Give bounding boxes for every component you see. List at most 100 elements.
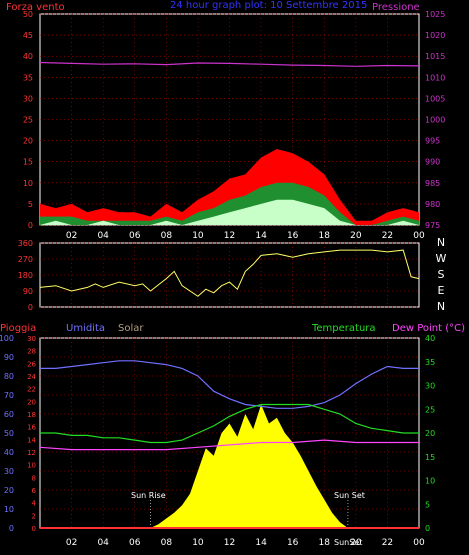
x-tick-label: 08 [161, 231, 173, 241]
x-tick-label: 14 [255, 538, 267, 548]
x-tick-label: 16 [287, 538, 299, 548]
x-tick-label: 22 [382, 538, 393, 548]
pressure-y-tick-label: 1020 [425, 31, 445, 40]
humidity-x-axis-labels: 02 04 06 08 10 12 14 16 18 20 22 00 [66, 538, 425, 548]
direction-panel-grid [40, 242, 419, 308]
x-tick-label: 08 [161, 538, 173, 548]
rain-axis-title: Pioggia [0, 323, 36, 334]
rain-y-tick-label: 18 [27, 411, 36, 419]
pressure-y-tick-label: 1015 [425, 52, 445, 61]
temperature-axis-title: Temperatura [311, 323, 376, 334]
pressure-y-tick-label: 1025 [425, 10, 445, 19]
temperature-y-axis-labels: 0 5 10 15 20 25 30 35 40 [425, 334, 435, 533]
direction-y-axis-labels: 0 90 180 270 360 [18, 239, 33, 312]
x-tick-label: 00 [413, 538, 425, 548]
compass-label: N [437, 300, 445, 313]
rain-y-tick-label: 8 [32, 474, 36, 482]
temperature-y-tick-label: 10 [425, 477, 435, 486]
rain-y-tick-label: 22 [27, 386, 36, 394]
humidity-y-tick-label: 10 [4, 505, 14, 514]
x-tick-label: 22 [382, 231, 393, 241]
pressure-y-tick-label: 990 [425, 158, 440, 167]
wind-x-axis-labels: 02 04 06 08 10 12 14 16 18 20 22 00 [66, 231, 425, 241]
x-tick-label: 18 [319, 231, 331, 241]
rain-y-tick-label: 2 [32, 512, 36, 520]
x-tick-label: 18 [319, 538, 331, 548]
humidity-y-tick-label: 30 [4, 467, 14, 476]
wind-y-tick-label: 0 [28, 221, 33, 230]
temperature-y-tick-label: 20 [425, 429, 435, 438]
rain-y-tick-label: 16 [27, 424, 36, 432]
rain-y-tick-label: 14 [27, 436, 36, 444]
wind-y-tick-label: 15 [23, 158, 33, 167]
x-tick-label: 12 [224, 231, 235, 241]
solar-area [150, 404, 348, 528]
pressure-line [39, 61, 420, 67]
x-tick-label: 00 [413, 231, 425, 241]
pressure-y-axis-labels: 975 980 985 990 995 1000 1005 1010 1015 1020 1025 [425, 10, 445, 230]
wind-panel-series [39, 61, 420, 225]
pressure-y-tick-label: 1005 [425, 94, 445, 103]
direction-y-tick-label: 270 [18, 255, 33, 264]
wind-y-tick-label: 5 [28, 200, 33, 209]
x-tick-label: 04 [97, 538, 109, 548]
temperature-y-tick-label: 0 [425, 524, 430, 533]
x-tick-label: 06 [129, 231, 141, 241]
x-tick-label: 10 [192, 231, 204, 241]
solar-axis-title: Solar [118, 323, 144, 334]
direction-y-tick-label: 0 [28, 303, 33, 312]
pressure-axis-title: Pressione [372, 2, 420, 13]
humidity-y-tick-label: 40 [4, 448, 14, 457]
pressure-y-tick-label: 1010 [425, 73, 445, 82]
wind-y-tick-label: 20 [23, 137, 33, 146]
x-tick-label: 12 [224, 538, 235, 548]
dewpoint-line [39, 439, 419, 451]
compass-label: N [437, 236, 445, 249]
humidity-y-tick-label: 90 [4, 353, 14, 362]
pressure-y-tick-label: 980 [425, 200, 440, 209]
rain-y-tick-label: 10 [27, 462, 36, 470]
compass-label: S [438, 268, 445, 281]
wind-y-tick-label: 35 [23, 73, 33, 82]
wind-min-area [40, 199, 419, 225]
temperature-line [40, 403, 419, 444]
temperature-y-tick-label: 40 [425, 334, 435, 343]
x-tick-label: 16 [287, 231, 299, 241]
temperature-y-tick-label: 30 [425, 382, 435, 391]
direction-y-tick-label: 360 [18, 239, 33, 248]
wind-y-tick-label: 10 [23, 179, 33, 188]
humidity-y-tick-label: 100 [0, 334, 14, 343]
x-tick-label: 06 [129, 538, 141, 548]
rain-y-tick-label: 12 [27, 449, 36, 457]
rain-y-tick-label: 0 [32, 525, 36, 533]
humidity-y-tick-label: 80 [4, 372, 14, 381]
wind-y-tick-label: 40 [23, 52, 33, 61]
humidity-y-tick-label: 50 [4, 429, 14, 438]
sunset-bottom-label: SunSet [334, 538, 362, 547]
compass-label: W [436, 252, 447, 265]
temperature-y-tick-label: 35 [425, 358, 435, 367]
wind-axis-title: Forza vento [6, 2, 65, 13]
humidity-y-tick-label: 20 [4, 486, 14, 495]
rain-y-tick-label: 4 [32, 500, 37, 508]
wind-y-tick-label: 30 [23, 94, 33, 103]
rain-y-tick-label: 20 [27, 398, 36, 406]
sunrise-label: Sun Rise [131, 491, 166, 500]
temperature-y-tick-label: 15 [425, 453, 435, 462]
rain-y-tick-label: 26 [27, 360, 36, 368]
humidity-y-tick-label: 60 [4, 410, 14, 419]
pressure-y-tick-label: 995 [425, 137, 440, 146]
compass-label: E [438, 284, 445, 297]
rain-y-tick-label: 6 [32, 487, 37, 495]
humidity-line [40, 360, 419, 409]
humidity-y-tick-label: 0 [9, 524, 14, 533]
direction-y-tick-label: 90 [23, 287, 33, 296]
x-tick-label: 04 [97, 231, 109, 241]
x-tick-label: 20 [350, 538, 362, 548]
x-tick-label: 14 [255, 231, 267, 241]
